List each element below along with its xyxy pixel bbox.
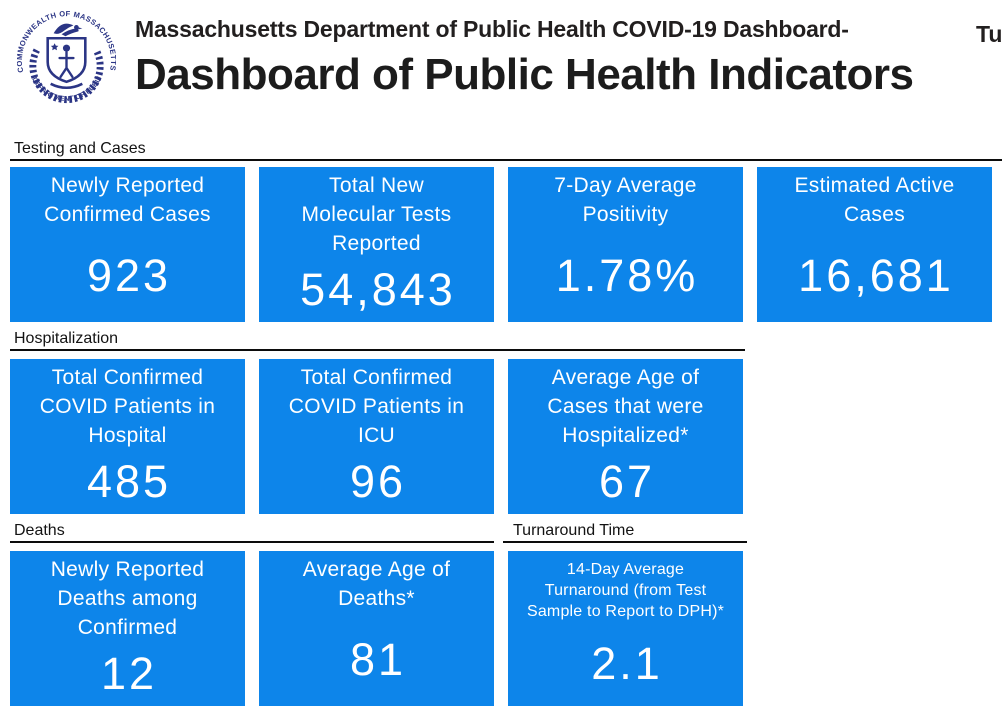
stat-card-estimated-active-cases: Estimated Active Cases 16,681 — [757, 167, 992, 322]
card-title: Total Confirmed COVID Patients in Hospit… — [39, 366, 216, 447]
hospitalization-cards-row: Total Confirmed COVID Patients in Hospit… — [10, 359, 1002, 514]
stat-card-average-age-of-deaths: Average Age of Deaths* 81 — [259, 551, 494, 706]
section-header-testing-and-cases: Testing and Cases — [10, 140, 1002, 161]
card-value: 485 — [86, 456, 172, 507]
dove-icon — [53, 23, 83, 37]
page-title: Dashboard of Public Health Indicators — [135, 50, 914, 99]
card-value: 2.1 — [591, 638, 663, 689]
dashboard-subtitle: Massachusetts Department of Public Healt… — [135, 16, 849, 42]
section-label-hospitalization: Hospitalization — [14, 330, 119, 347]
card-value: 16,681 — [798, 249, 954, 301]
deaths-turnaround-headers: Deaths Turnaround Time — [0, 522, 1002, 543]
card-title: 14-Day Average Turnaround (from Test Sam… — [526, 561, 725, 620]
stat-card-average-age-hospitalized: Average Age of Cases that were Hospitali… — [508, 359, 743, 514]
card-value: 923 — [86, 249, 172, 301]
stat-card-7-day-average-positivity: 7-Day Average Positivity 1.78% — [508, 167, 743, 322]
card-title: Total New Molecular Tests Reported — [301, 174, 452, 255]
ribbon — [50, 82, 83, 90]
stat-card-covid-patients-in-hospital: Total Confirmed COVID Patients in Hospit… — [10, 359, 245, 514]
card-title: Estimated Active Cases — [794, 174, 955, 226]
stat-card-covid-patients-in-icu: Total Confirmed COVID Patients in ICU 96 — [259, 359, 494, 514]
stat-card-14-day-average-turnaround: 14-Day Average Turnaround (from Test Sam… — [508, 551, 743, 706]
stat-card-newly-reported-confirmed-cases: Newly Reported Confirmed Cases 923 — [10, 167, 245, 322]
card-value: 1.78% — [555, 249, 699, 301]
section-label-deaths: Deaths — [14, 522, 65, 539]
section-header-deaths: Deaths — [10, 522, 494, 543]
section-label-testing-and-cases: Testing and Cases — [14, 140, 146, 157]
testing-cards-row: Newly Reported Confirmed Cases 923 Total… — [10, 167, 1002, 322]
shield-icon — [46, 36, 87, 84]
card-title: Total Confirmed COVID Patients in ICU — [288, 366, 465, 447]
card-value: 67 — [598, 456, 656, 507]
stat-card-total-new-molecular-tests: Total New Molecular Tests Reported 54,84… — [259, 167, 494, 322]
header-titles: Massachusetts Department of Public Healt… — [135, 0, 1002, 100]
card-title: 7-Day Average Positivity — [554, 174, 697, 226]
section-header-turnaround-time: Turnaround Time — [503, 522, 747, 543]
card-title: Average Age of Cases that were Hospitali… — [547, 366, 704, 447]
card-value: 54,843 — [300, 264, 456, 315]
laurel-wreath — [29, 48, 104, 104]
section-label-turnaround-time: Turnaround Time — [513, 522, 635, 539]
section-header-hospitalization: Hospitalization — [10, 330, 745, 351]
report-date-fragment: Tu — [976, 21, 1002, 47]
card-value: 81 — [349, 633, 407, 685]
card-title: Average Age of Deaths* — [302, 558, 451, 610]
stat-card-newly-reported-deaths: Newly Reported Deaths among Confirmed 12 — [10, 551, 245, 706]
mass-dph-seal-logo: COMMONWEALTH OF MASSACHUSETTS DEPARTMENT… — [17, 9, 116, 104]
card-title: Newly Reported Confirmed Cases — [44, 174, 211, 226]
deaths-turnaround-cards-row: Newly Reported Deaths among Confirmed 12… — [10, 551, 1002, 706]
card-title: Newly Reported Deaths among Confirmed — [50, 558, 205, 639]
card-value: 12 — [100, 648, 158, 699]
card-value: 96 — [349, 456, 407, 507]
dashboard-header: COMMONWEALTH OF MASSACHUSETTS DEPARTMENT… — [0, 0, 1002, 126]
